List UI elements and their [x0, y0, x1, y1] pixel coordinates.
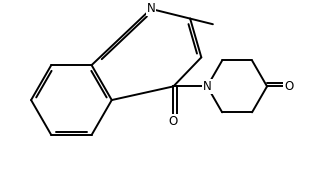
Text: O: O [169, 115, 178, 128]
Text: N: N [147, 2, 155, 15]
Text: O: O [284, 80, 293, 93]
Text: N: N [203, 80, 212, 93]
